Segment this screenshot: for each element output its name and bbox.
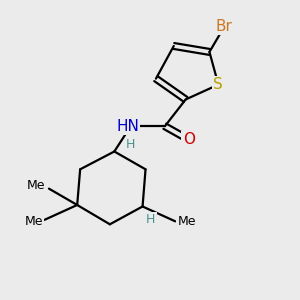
Text: Me: Me <box>26 179 45 192</box>
Text: O: O <box>183 132 195 147</box>
Text: H: H <box>146 213 156 226</box>
Text: Me: Me <box>177 215 196 228</box>
Text: H: H <box>126 138 135 152</box>
Text: Me: Me <box>25 215 43 228</box>
Text: S: S <box>214 77 223 92</box>
Text: Br: Br <box>216 19 233 34</box>
Text: HN: HN <box>116 119 139 134</box>
